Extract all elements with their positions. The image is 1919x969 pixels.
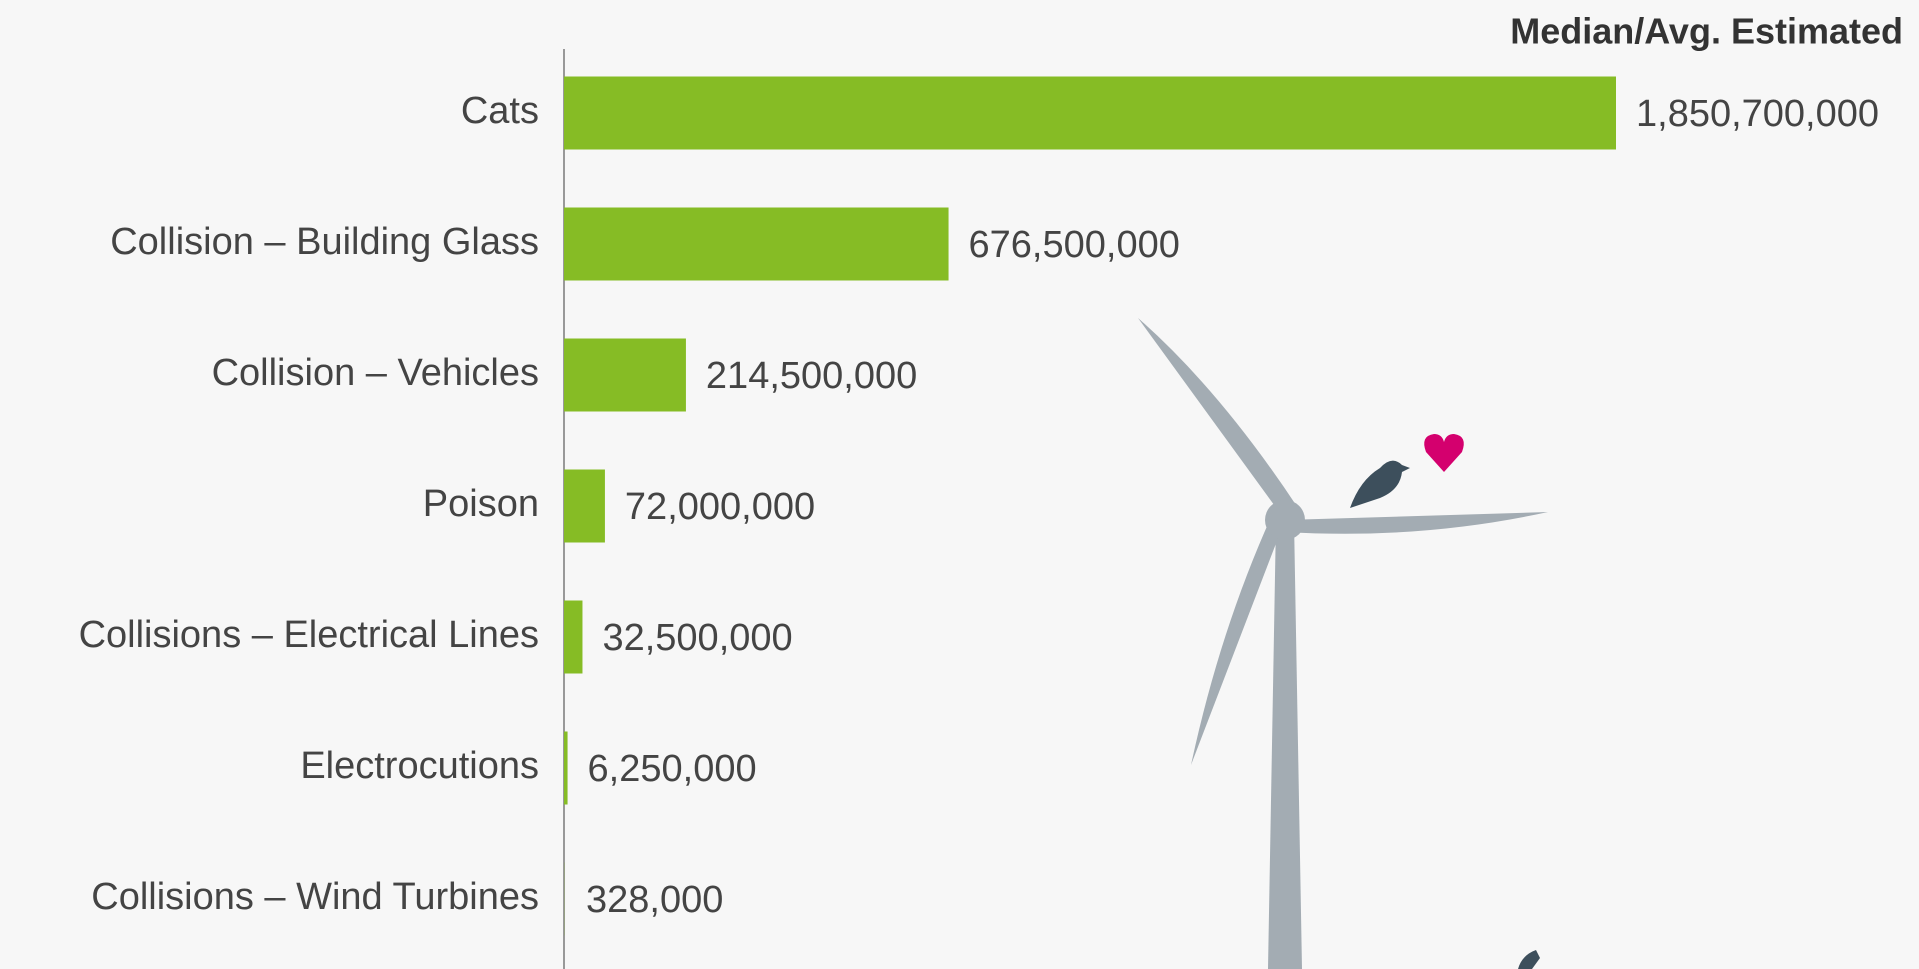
bar — [564, 76, 1616, 150]
category-label: Collisions – Electrical Lines — [79, 614, 539, 656]
subtitle: Median/Avg. Estimated — [1510, 11, 1903, 52]
bar — [564, 207, 949, 281]
category-label: Collision – Vehicles — [212, 352, 539, 394]
value-label: 32,500,000 — [602, 617, 792, 659]
category-label: Electrocutions — [300, 745, 539, 787]
value-label: 676,500,000 — [969, 224, 1180, 266]
value-label: 214,500,000 — [706, 355, 917, 397]
value-label: 328,000 — [586, 879, 723, 921]
windmill-blade — [1138, 318, 1298, 520]
windmill-hub — [1265, 500, 1305, 540]
heart — [1424, 434, 1464, 472]
bar — [564, 731, 568, 805]
bird — [1518, 950, 1540, 969]
value-label: 72,000,000 — [625, 486, 815, 528]
windmill-tower — [1268, 520, 1302, 969]
bird — [1350, 460, 1410, 508]
bar — [564, 338, 686, 412]
windmill-blade — [1191, 515, 1285, 765]
category-label: Cats — [461, 90, 539, 132]
category-label: Collisions – Wind Turbines — [91, 876, 539, 918]
value-label: 1,850,700,000 — [1636, 93, 1879, 135]
windmill-blade — [1285, 512, 1548, 534]
value-label: 6,250,000 — [588, 748, 757, 790]
category-label: Collision – Building Glass — [110, 221, 539, 263]
bar — [564, 600, 583, 674]
category-label: Poison — [423, 483, 539, 525]
windmill-illustration — [1138, 318, 1548, 969]
bar — [564, 469, 605, 543]
